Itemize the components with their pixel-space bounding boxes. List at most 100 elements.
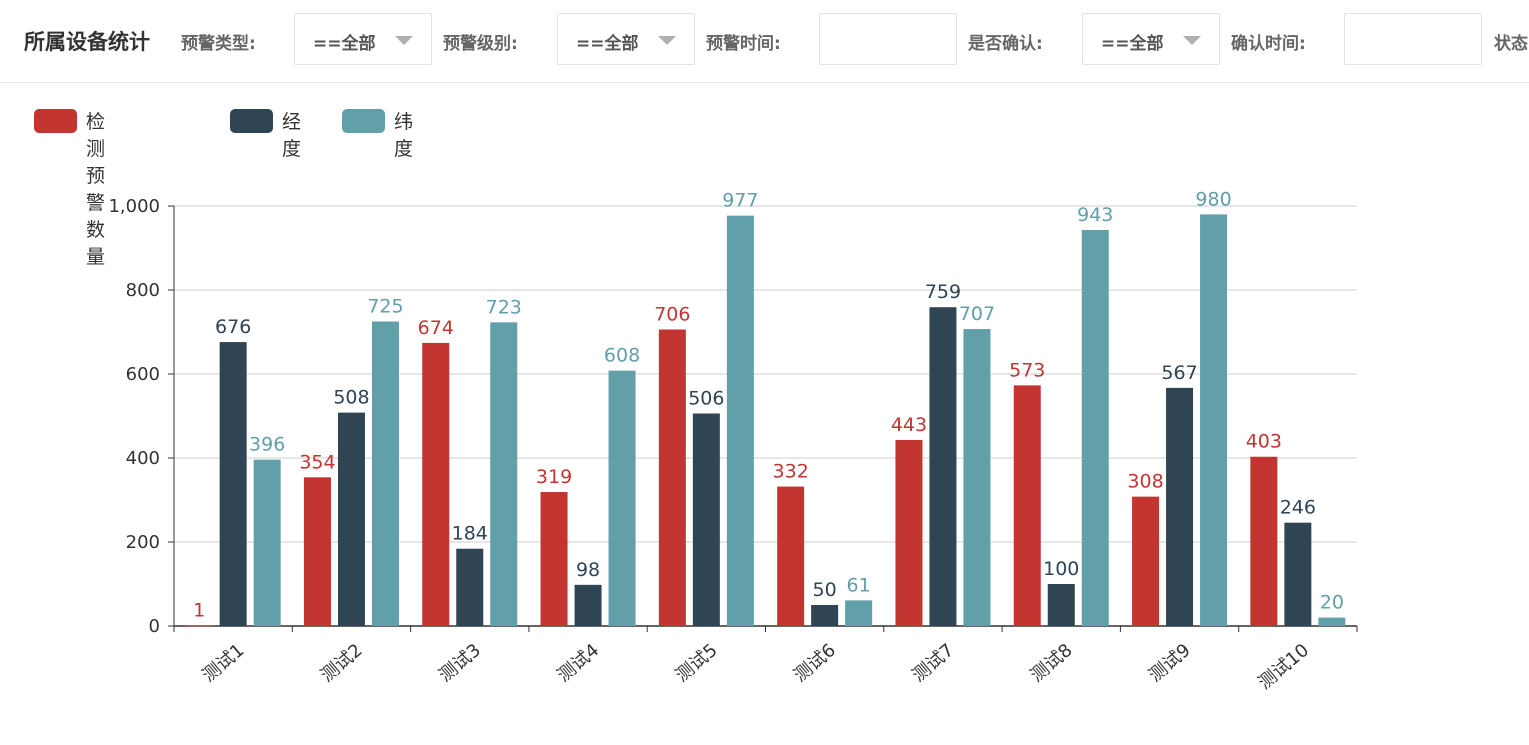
- bar: [490, 322, 518, 626]
- y-tick-label: 800: [126, 280, 160, 301]
- warning-time-input[interactable]: [819, 13, 957, 65]
- bar-value-label: 706: [654, 303, 690, 325]
- bar-value-label: 608: [604, 345, 640, 367]
- bar: [608, 370, 636, 626]
- bar-value-label: 943: [1077, 204, 1113, 226]
- filter-label-warning-type: 预警类型:: [181, 34, 256, 54]
- bar: [1081, 229, 1109, 626]
- bar: [185, 625, 213, 627]
- bar: [574, 584, 602, 626]
- bar: [658, 329, 686, 626]
- filter-label-warning-level: 预警级别:: [443, 34, 518, 54]
- bar: [303, 477, 331, 626]
- confirmed-value: ==全部: [1101, 34, 1164, 54]
- warning-type-value: ==全部: [313, 34, 376, 54]
- bar: [1132, 496, 1160, 626]
- bar: [253, 459, 281, 626]
- chevron-down-icon: [395, 36, 413, 45]
- bar-value-label: 573: [1009, 359, 1045, 381]
- bar-value-label: 20: [1320, 592, 1344, 614]
- confirmed-select[interactable]: ==全部: [1082, 13, 1220, 65]
- filter-label-warning-time: 预警时间:: [706, 34, 781, 54]
- bar-value-label: 184: [452, 523, 488, 545]
- bar-value-label: 676: [215, 316, 251, 338]
- y-tick-label: 200: [126, 532, 160, 553]
- bar-value-label: 61: [847, 574, 871, 596]
- bar: [1200, 214, 1228, 626]
- bar-value-label: 354: [299, 451, 335, 473]
- bar: [1284, 522, 1312, 626]
- bar-value-label: 100: [1043, 558, 1079, 580]
- x-tick-label: 测试1: [199, 640, 249, 687]
- bar: [726, 215, 754, 626]
- legend-swatch: [342, 109, 385, 133]
- x-tick-label: 测试4: [553, 640, 603, 687]
- filter-label-confirmed: 是否确认:: [968, 34, 1043, 54]
- y-tick-label: 1,000: [108, 196, 160, 217]
- x-tick-label: 测试3: [435, 640, 485, 687]
- bar-value-label: 674: [418, 317, 454, 339]
- x-tick-label: 测试9: [1145, 640, 1195, 687]
- bar-chart: 0 200 400 600 800 1,000 1 676 396 测试1 354 508 725 测试2…: [108, 188, 1358, 694]
- bar: [1318, 617, 1346, 626]
- page-title: 所属设备统计: [24, 30, 150, 54]
- bar: [337, 412, 365, 626]
- y-tick-label: 400: [126, 448, 160, 469]
- bar-value-label: 50: [813, 579, 837, 601]
- bar-value-label: 759: [925, 281, 961, 303]
- bar-value-label: 506: [688, 387, 724, 409]
- bar-value-label: 403: [1246, 431, 1282, 453]
- bar: [1047, 584, 1075, 626]
- bar: [1166, 387, 1194, 626]
- bar-value-label: 319: [536, 466, 572, 488]
- legend-label: 检测预警数量: [86, 111, 106, 268]
- bar-value-label: 1: [193, 600, 205, 622]
- bar-value-label: 707: [959, 303, 995, 325]
- bar-value-label: 443: [891, 414, 927, 436]
- bar-value-label: 723: [486, 296, 522, 318]
- warning-type-select[interactable]: ==全部: [294, 13, 432, 65]
- warning-level-value: ==全部: [576, 34, 639, 54]
- bar: [219, 342, 247, 626]
- filter-label-confirm-time: 确认时间:: [1231, 34, 1306, 54]
- bar-value-label: 977: [722, 190, 758, 212]
- bar-value-label: 567: [1161, 362, 1197, 384]
- bar: [963, 329, 991, 626]
- bar-value-label: 308: [1127, 471, 1163, 493]
- bar: [456, 548, 484, 626]
- x-tick-label: 测试6: [790, 640, 840, 687]
- chevron-down-icon: [1183, 36, 1201, 45]
- bar: [1013, 385, 1041, 626]
- bar-value-label: 332: [773, 461, 809, 483]
- bar-value-label: 725: [367, 296, 403, 318]
- warning-level-select[interactable]: ==全部: [557, 13, 695, 65]
- bar-value-label: 98: [576, 559, 600, 581]
- filter-bar: 所属设备统计 预警类型: ==全部 预警级别: ==全部 预警时间: 是否确认:…: [0, 0, 1529, 83]
- filter-label-status: 状态: [1494, 34, 1528, 54]
- x-tick-label: 测试10: [1254, 640, 1313, 694]
- bar: [1250, 456, 1278, 626]
- bar-value-label: 396: [249, 434, 285, 456]
- bar: [929, 307, 957, 626]
- bar-value-label: 246: [1280, 497, 1316, 519]
- bar: [895, 439, 923, 626]
- y-tick-label: 0: [149, 616, 160, 637]
- bar: [692, 413, 720, 626]
- y-tick-label: 600: [126, 364, 160, 385]
- confirm-time-input[interactable]: [1344, 13, 1482, 65]
- bar: [371, 321, 399, 626]
- bar-value-label: 980: [1195, 188, 1231, 210]
- bar: [540, 492, 568, 626]
- x-tick-label: 测试2: [317, 640, 367, 687]
- x-tick-label: 测试7: [908, 640, 958, 687]
- bar: [811, 605, 839, 626]
- legend-swatch: [34, 109, 77, 133]
- legend-label: 纬度: [394, 111, 414, 160]
- legend-label: 经度: [282, 111, 302, 160]
- x-tick-label: 测试5: [672, 640, 722, 687]
- x-tick-label: 测试8: [1027, 640, 1077, 687]
- bar: [422, 342, 450, 626]
- bar-value-label: 508: [333, 387, 369, 409]
- bar: [777, 486, 805, 626]
- chevron-down-icon: [658, 36, 676, 45]
